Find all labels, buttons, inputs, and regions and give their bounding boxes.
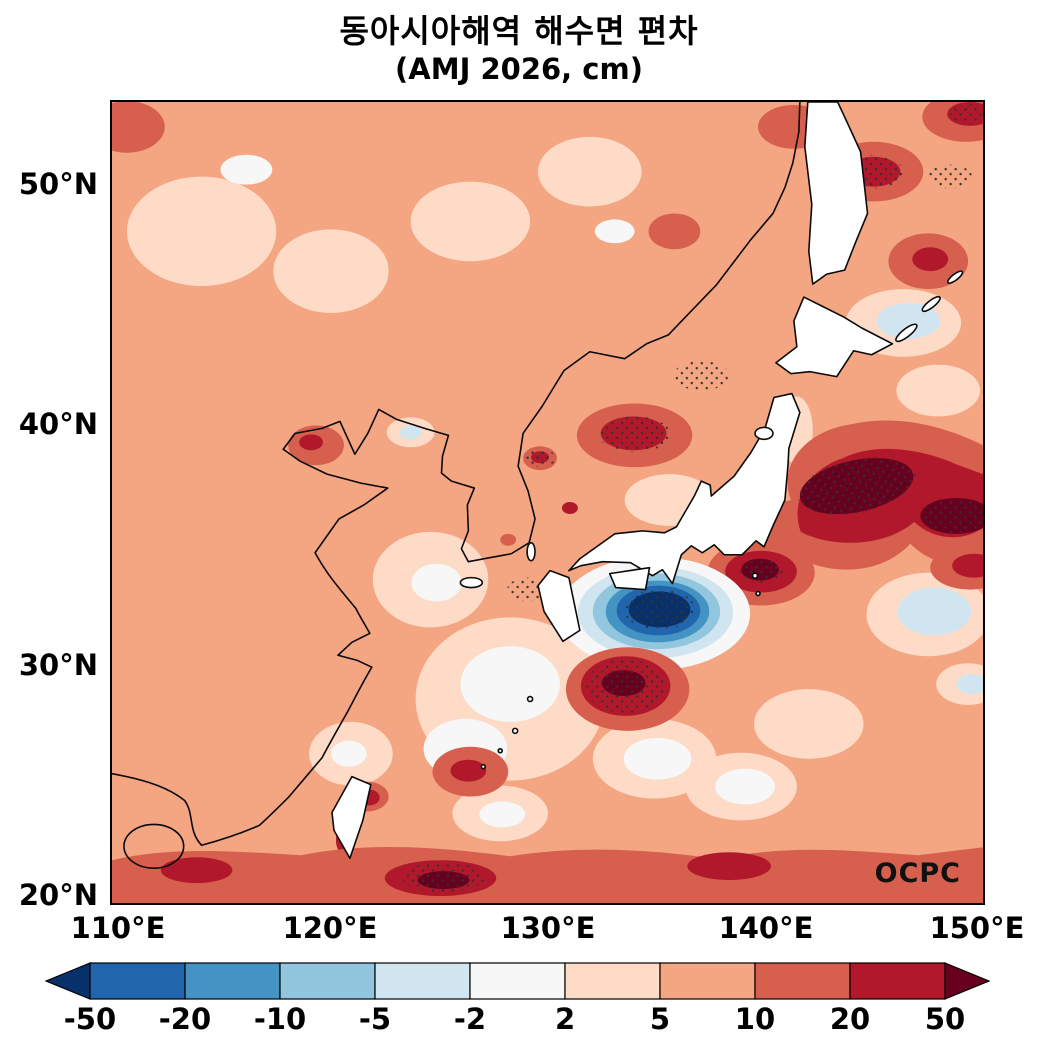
colorbar-tick-label: 10 xyxy=(734,1002,776,1036)
jeju-island xyxy=(459,576,484,589)
x-axis-tick-label: 120°E xyxy=(282,911,378,945)
ryukyu-island xyxy=(497,747,504,754)
colorbar-arrow-right xyxy=(944,962,990,1000)
y-axis-tick-label: 40°N xyxy=(18,407,98,441)
colorbar-tick-label: 5 xyxy=(649,1002,671,1036)
colorbar: -50 -20 -10 -5 -2 2 5 10 20 50 xyxy=(45,962,990,1042)
sado-island xyxy=(754,426,774,441)
sakhalin-island xyxy=(804,102,869,285)
colorbar-tick-label: -2 xyxy=(453,1002,487,1036)
x-axis-tick-label: 150°E xyxy=(929,911,1025,945)
kuril-island xyxy=(947,270,964,284)
hokkaido-island xyxy=(775,296,894,378)
watermark-ocpc: OCPC xyxy=(874,858,961,889)
kyushu-island xyxy=(537,569,581,643)
ryukyu-island xyxy=(526,695,534,703)
shikoku-island xyxy=(608,566,651,591)
colorbar-tick-label: 20 xyxy=(829,1002,871,1036)
x-axis-tick-label: 110°E xyxy=(70,911,166,945)
colorbar-arrow-left xyxy=(45,962,91,1000)
y-axis-tick-label: 20°N xyxy=(18,878,98,912)
colorbar-tick-label: 2 xyxy=(554,1002,576,1036)
x-axis-tick-label: 140°E xyxy=(718,911,814,945)
southern-boundary-warm-band xyxy=(112,846,983,903)
izu-island xyxy=(755,590,761,597)
ryukyu-island xyxy=(480,763,487,770)
izu-island xyxy=(751,572,759,579)
colorbar-tick-label: -20 xyxy=(158,1002,212,1036)
colorbar-tick-label: -50 xyxy=(63,1002,117,1036)
figure-title: 동아시아해역 해수면 편차 xyxy=(339,12,699,50)
colorbar-tick-label: 50 xyxy=(924,1002,966,1036)
continent-coastline xyxy=(112,102,801,847)
figure-subtitle: (AMJ 2026, cm) xyxy=(395,52,643,86)
hainan-island xyxy=(123,823,185,869)
y-axis: 50°N 40°N 30°N 20°N xyxy=(0,100,104,912)
anomaly-map-svg xyxy=(112,102,983,903)
colorbar-gradient xyxy=(45,962,990,1000)
ryukyu-island xyxy=(511,727,519,735)
coastlines xyxy=(112,102,964,869)
map-plot: OCPC xyxy=(110,100,985,905)
colorbar-tick-label: -5 xyxy=(358,1002,392,1036)
tsushima-island xyxy=(526,542,536,562)
kuril-island xyxy=(895,323,918,343)
colorbar-tick-label: -10 xyxy=(253,1002,307,1036)
taiwan-island xyxy=(331,775,372,860)
x-axis-tick-label: 130°E xyxy=(500,911,596,945)
kuril-island xyxy=(921,295,941,313)
y-axis-tick-label: 30°N xyxy=(18,648,98,682)
x-axis: 110°E 120°E 130°E 140°E 150°E xyxy=(0,911,1038,951)
y-axis-tick-label: 50°N xyxy=(18,167,98,201)
